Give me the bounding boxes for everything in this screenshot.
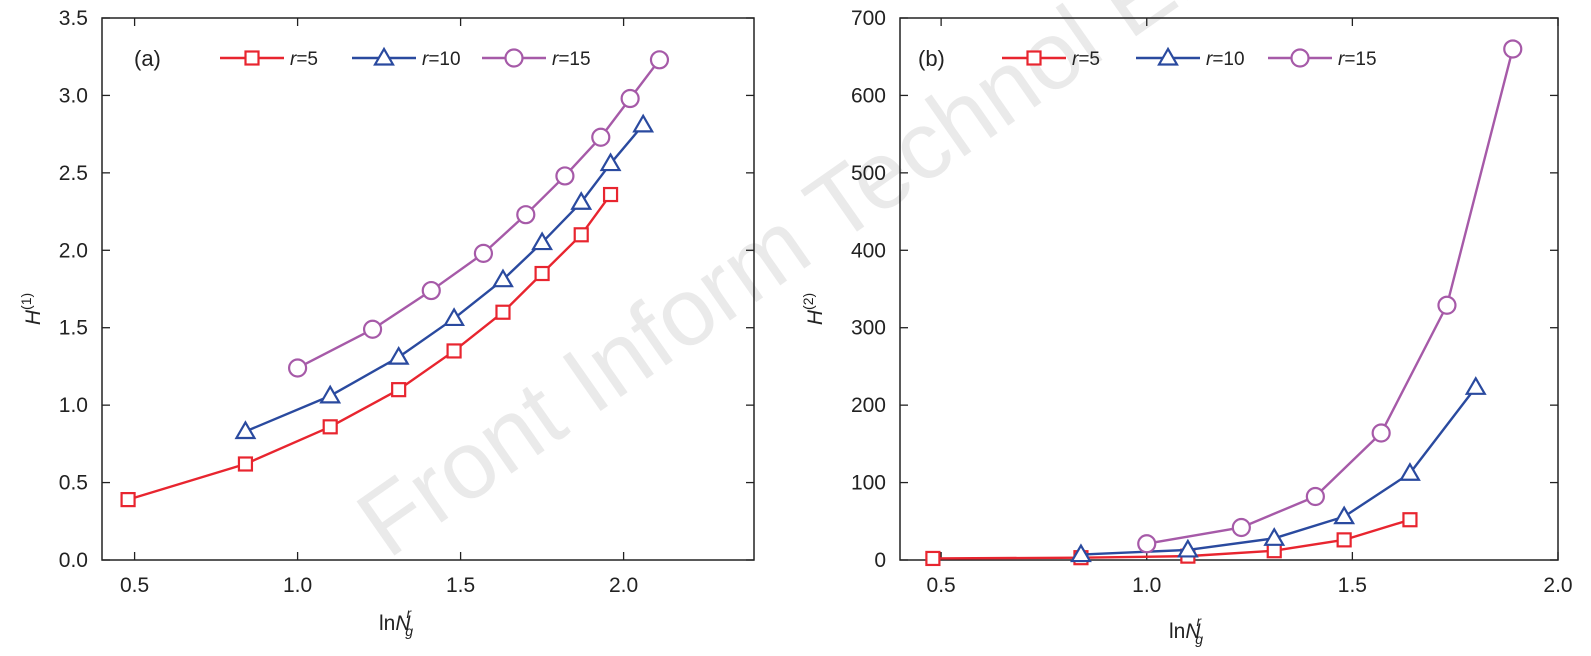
data-point-b-0 [1266, 543, 1282, 559]
data-point-a-2 [649, 50, 670, 70]
y-tick-label-a: 2.0 [59, 239, 88, 262]
data-point-b-2 [1437, 295, 1457, 315]
y-axis-label-b: H(2) [800, 293, 827, 325]
y-axis-label-a: H(1) [18, 293, 45, 325]
data-point-b-2 [1371, 423, 1391, 443]
y-tick-label-b: 100 [851, 472, 886, 495]
x-tick-label-a: 1.0 [283, 574, 312, 597]
series-line-b-2 [1146, 48, 1514, 545]
y-tick-label-b: 300 [851, 317, 886, 340]
data-point-b-0 [925, 550, 941, 567]
y-tick-label-b: 0 [874, 549, 886, 572]
y-tick-label-a: 0.5 [59, 472, 88, 495]
legend-marker-a-1 [373, 46, 395, 66]
x-tick-label-a: 2.0 [609, 574, 638, 597]
data-point-b-0 [1336, 532, 1352, 548]
data-point-a-0 [446, 343, 462, 359]
x-tick-label-a: 0.5 [120, 574, 149, 597]
data-point-b-1 [1333, 505, 1356, 525]
y-tick-label-b: 700 [851, 7, 886, 30]
x-tick-label-b: 2.0 [1543, 574, 1572, 597]
data-point-a-1 [570, 191, 593, 210]
data-point-a-1 [234, 420, 257, 440]
data-point-b-2 [1137, 534, 1157, 554]
data-point-a-2 [421, 280, 441, 301]
plot-frame-a [101, 17, 755, 561]
x-tick-label-a: 1.5 [446, 574, 475, 597]
y-tick-label-a: 1.0 [59, 394, 88, 417]
x-axis-label-b: lnNr g [1169, 613, 1203, 647]
data-point-a-0 [120, 492, 136, 508]
y-tick-label-b: 500 [851, 162, 886, 185]
y-tick-label-b: 600 [851, 84, 886, 107]
data-point-a-1 [319, 384, 342, 404]
x-tick-label-b: 1.5 [1338, 574, 1367, 597]
data-point-a-1 [492, 268, 514, 288]
legend-marker-a-0 [244, 50, 260, 66]
y-tick-label-a: 2.5 [59, 162, 88, 185]
data-point-a-1 [387, 345, 410, 365]
y-tick-label-a: 1.5 [59, 317, 88, 340]
legend-label-b-2: r=15 [1338, 49, 1377, 70]
data-point-b-2 [1231, 517, 1251, 538]
data-point-a-0 [391, 382, 407, 398]
data-point-b-1 [1464, 376, 1487, 395]
x-axis-label-a: lnNr g [379, 605, 413, 639]
data-point-a-0 [322, 419, 338, 435]
data-point-a-1 [531, 231, 554, 251]
data-point-a-2 [620, 88, 640, 109]
legend-label-b-0: r=5 [1072, 49, 1100, 70]
panel-label-a: (a) [134, 46, 161, 71]
series-line-b-1 [1080, 386, 1477, 556]
legend-marker-a-2 [504, 48, 524, 68]
data-point-b-1 [1399, 462, 1421, 481]
data-point-b-1 [1070, 543, 1092, 563]
data-point-a-0 [573, 227, 589, 243]
data-point-a-1 [599, 152, 622, 172]
data-point-a-2 [288, 358, 308, 378]
data-point-a-0 [495, 304, 511, 320]
legend-label-b-1: r=10 [1206, 49, 1245, 70]
data-point-a-0 [534, 265, 550, 282]
y-tick-label-b: 200 [851, 394, 886, 417]
data-point-a-2 [591, 127, 611, 147]
chart-panel-b: 0 100 200 300 400 500 600 700 0.5 1.0 1.5 2.0 (b) H(2… [800, 7, 1573, 647]
legend-marker-b-2 [1290, 48, 1310, 68]
data-point-a-2 [473, 243, 494, 263]
x-tick-label-b: 1.0 [1132, 574, 1161, 597]
data-point-a-2 [362, 319, 383, 339]
data-point-b-0 [1402, 512, 1418, 528]
data-point-a-2 [516, 205, 536, 225]
y-tick-label-a: 0.0 [59, 549, 88, 572]
panel-label-b: (b) [918, 46, 945, 71]
x-tick-label-b: 0.5 [927, 574, 956, 597]
series-line-b-0 [932, 518, 1411, 560]
data-point-b-2 [1503, 39, 1523, 59]
data-point-b-1 [1176, 538, 1199, 558]
y-tick-label-a: 3.5 [59, 7, 88, 30]
data-point-b-2 [1305, 486, 1325, 507]
legend-marker-b-0 [1026, 50, 1042, 66]
data-point-a-2 [555, 166, 575, 186]
data-point-a-0 [602, 186, 619, 203]
legend-label-a-2: r=15 [552, 49, 591, 70]
y-tick-label-b: 400 [851, 239, 886, 262]
legend-marker-b-1 [1157, 46, 1179, 66]
data-point-a-1 [443, 307, 465, 327]
plot-frame-b [899, 17, 1559, 561]
legend-label-a-1: r=10 [422, 49, 461, 70]
y-tick-label-a: 3.0 [59, 84, 88, 107]
data-point-a-0 [237, 456, 254, 472]
data-point-b-1 [1263, 527, 1286, 546]
chart-panel-a: 0.0 0.5 1.0 1.5 2.0 2.5 3.0 3.5 0.5 1.0 1.5 2.0 (a) H… [18, 7, 755, 639]
legend-label-a-0: r=5 [290, 49, 318, 70]
data-point-a-1 [632, 113, 655, 133]
